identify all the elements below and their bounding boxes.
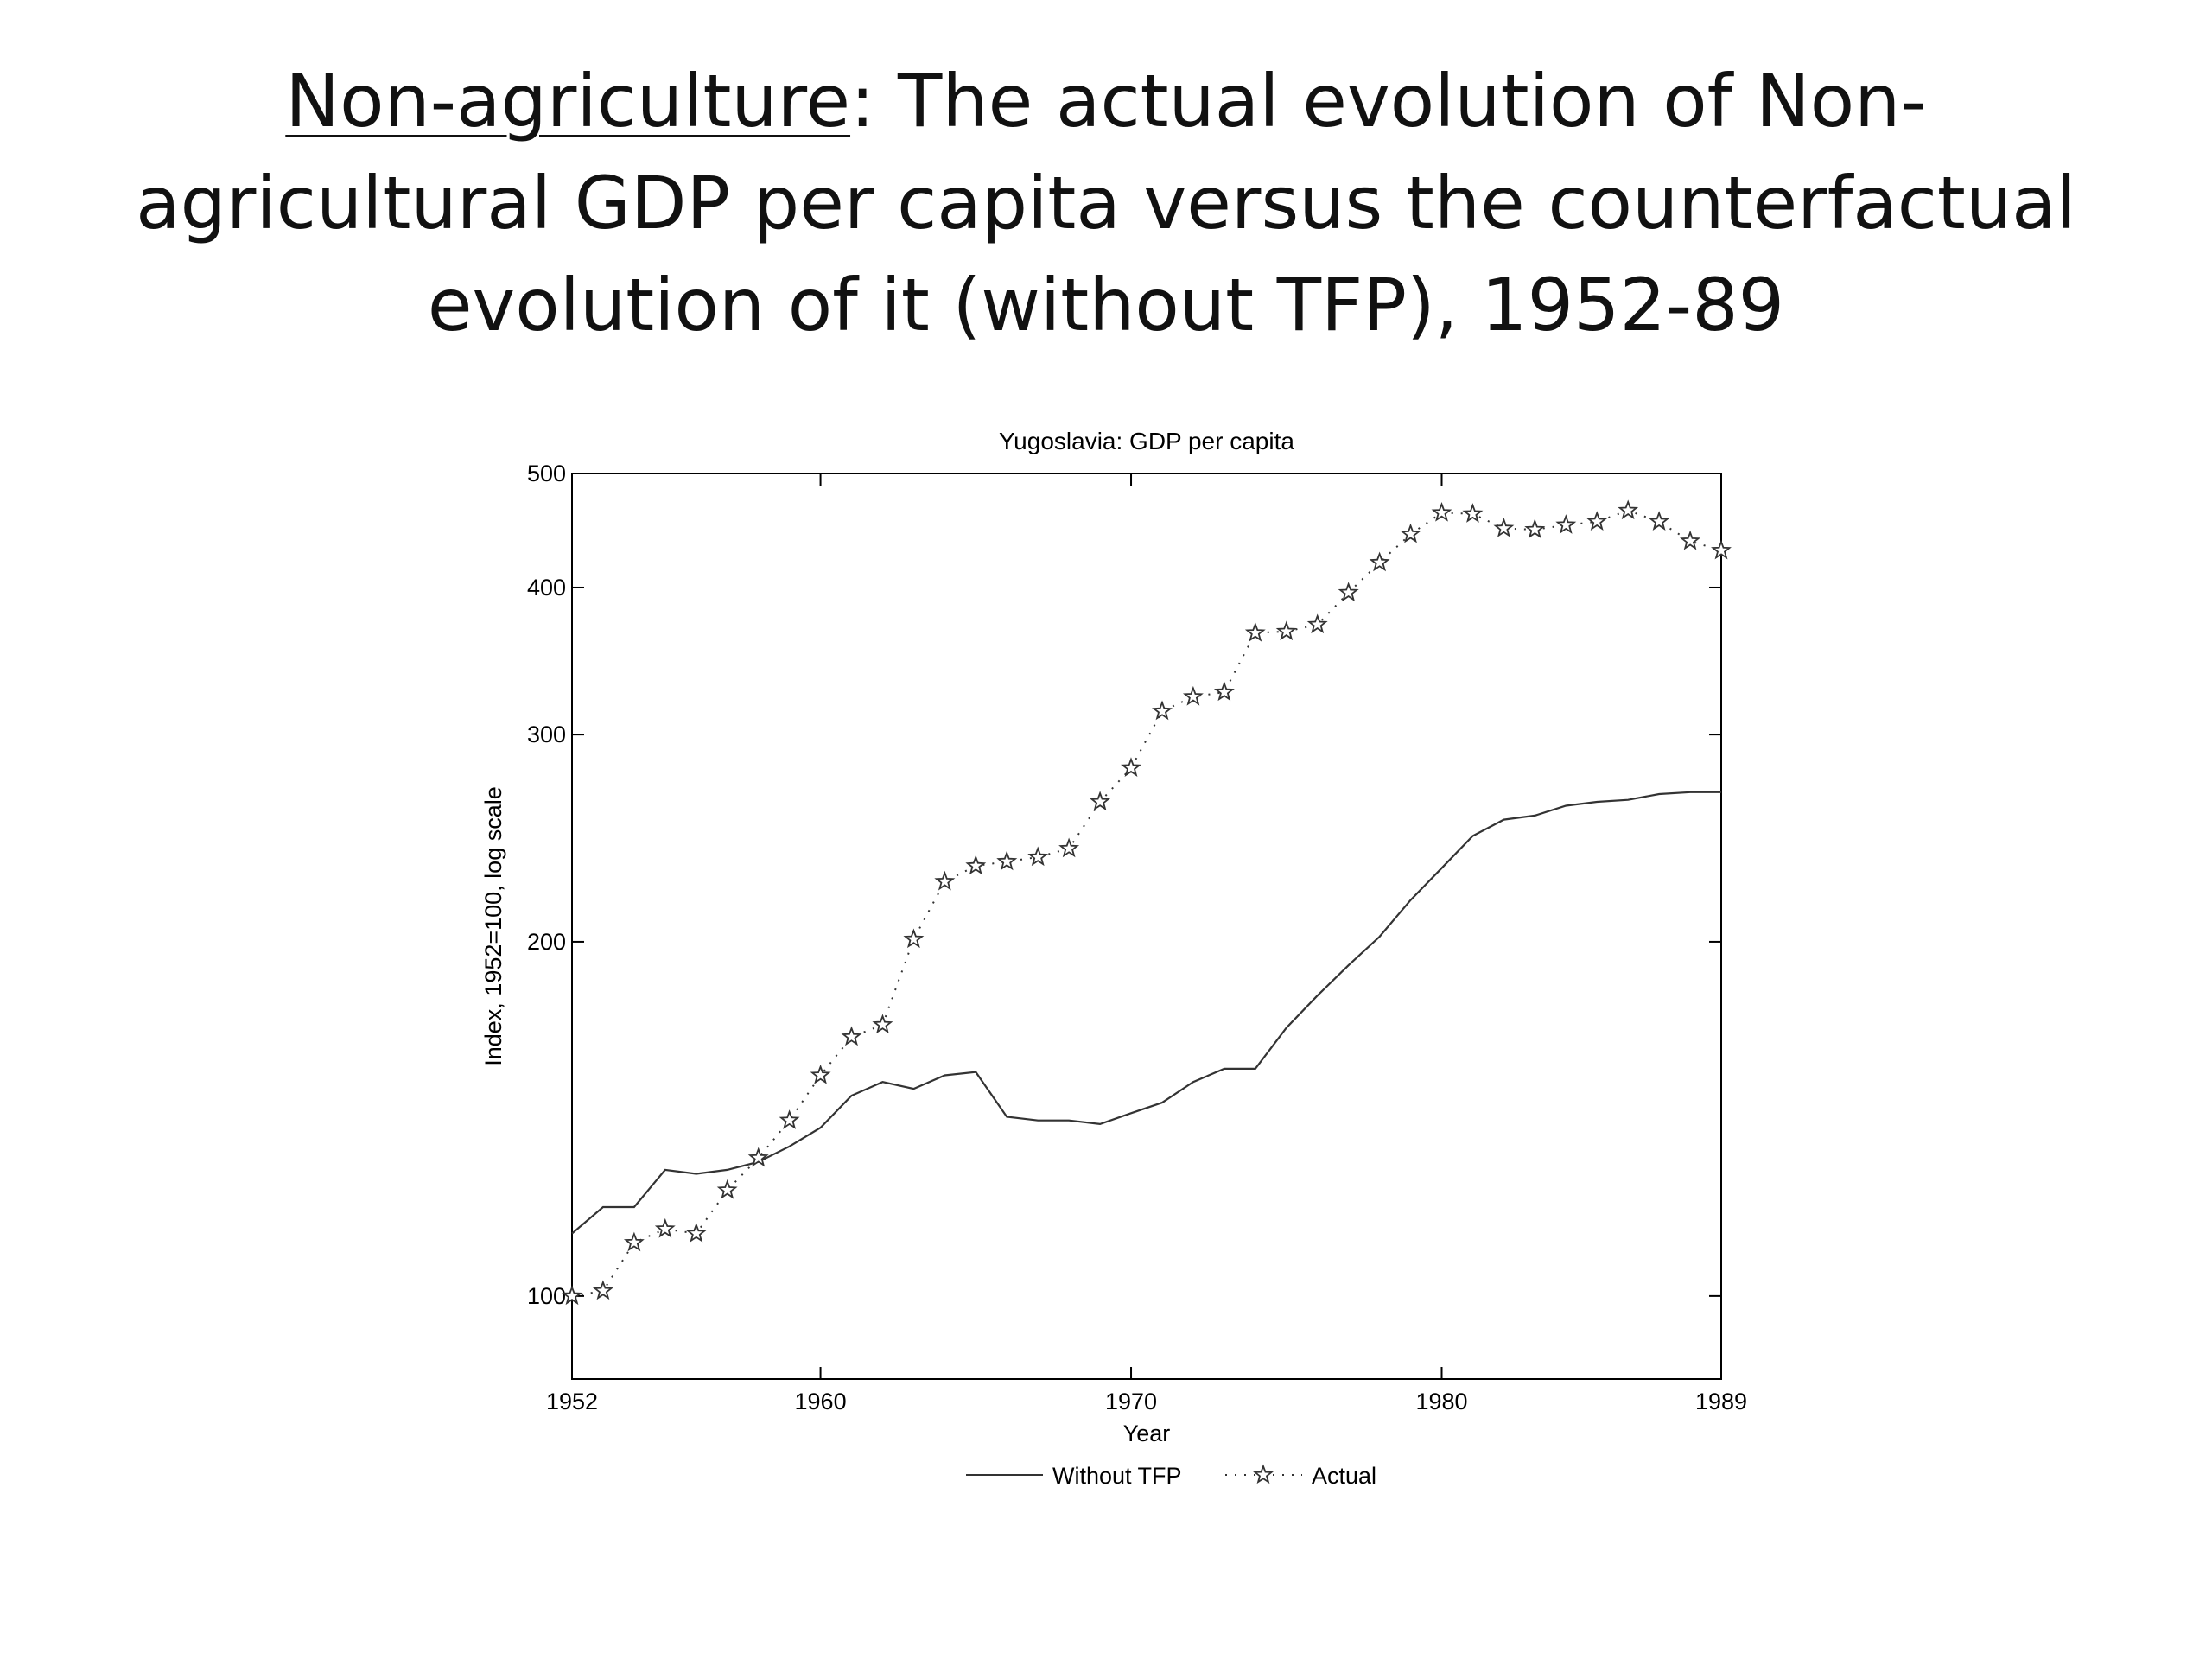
x-tick-label-1952: 1952: [546, 1389, 598, 1414]
point-actual-1987: [1649, 511, 1670, 531]
chart-title: Yugoslavia: GDP per capita: [999, 428, 1294, 454]
y-tick-label-300: 300: [527, 721, 566, 747]
point-actual-1972: [1182, 685, 1204, 706]
point-actual-1975: [1275, 620, 1297, 641]
point-actual-1958: [747, 1147, 769, 1167]
y-tick-label-100: 100: [527, 1283, 566, 1309]
point-actual-1953: [592, 1280, 613, 1300]
point-actual-1959: [779, 1109, 800, 1129]
point-actual-1963: [903, 928, 925, 949]
x-tick-label-1989: 1989: [1695, 1389, 1747, 1414]
point-actual-1971: [1152, 700, 1173, 721]
axis-ticks: 1952 1960 1970 1980 1989 100 200 300 400 500: [527, 461, 1747, 1414]
point-actual-1980: [1431, 501, 1452, 522]
y-tick-label-200: 200: [527, 929, 566, 955]
point-actual-1968: [1058, 837, 1080, 858]
point-actual-1974: [1244, 621, 1266, 642]
legend-label-actual: Actual: [1312, 1463, 1376, 1489]
point-actual-1981: [1462, 503, 1484, 523]
point-actual-1973: [1213, 681, 1235, 702]
point-actual-1985: [1586, 511, 1608, 531]
point-actual-1983: [1524, 518, 1546, 539]
slide-title: Non-agriculture: The actual evolution of…: [104, 50, 2108, 356]
slide-title-rest: : The actual evolution of Non-agricultur…: [136, 59, 2076, 347]
point-actual-1965: [965, 855, 987, 875]
y-axis-label: Index, 1952=100, log scale: [480, 786, 506, 1066]
legend-label-without-tfp: Without TFP: [1052, 1463, 1182, 1489]
point-actual-1977: [1338, 582, 1359, 602]
point-actual-1970: [1121, 757, 1141, 777]
x-tick-label-1980: 1980: [1415, 1389, 1467, 1414]
point-actual-1979: [1400, 523, 1421, 543]
point-actual-1969: [1090, 791, 1111, 811]
point-actual-1982: [1493, 518, 1515, 537]
series-line-without-tfp: [571, 791, 1721, 1235]
point-actual-1962: [872, 1014, 893, 1034]
point-actual-1964: [934, 870, 956, 891]
series-line-actual: [571, 509, 1722, 1297]
point-actual-1984: [1555, 514, 1577, 534]
point-actual-1976: [1306, 613, 1328, 634]
plot-frame: [571, 473, 1722, 1380]
point-actual-1967: [1027, 846, 1049, 867]
slide-title-underlined: Non-agriculture: [285, 59, 851, 143]
x-tick-label-1960: 1960: [795, 1389, 847, 1414]
point-actual-1989: [1711, 539, 1732, 560]
series-layer: [562, 499, 1732, 1306]
point-actual-1955: [654, 1217, 676, 1238]
y-tick-label-500: 500: [527, 461, 566, 486]
legend: Without TFP Actual: [966, 1463, 1376, 1489]
point-actual-1956: [685, 1223, 707, 1243]
point-actual-1957: [716, 1179, 738, 1199]
point-actual-1988: [1680, 530, 1701, 550]
x-axis-label: Year: [1123, 1421, 1171, 1446]
point-actual-1961: [841, 1026, 862, 1046]
point-actual-1954: [623, 1231, 645, 1252]
point-actual-1960: [810, 1064, 831, 1084]
point-actual-1978: [1369, 551, 1390, 572]
point-actual-1986: [1618, 499, 1639, 520]
y-tick-label-400: 400: [527, 575, 566, 601]
point-actual-1952: [562, 1285, 582, 1306]
x-tick-label-1970: 1970: [1105, 1389, 1157, 1414]
legend-star-icon: [1253, 1464, 1274, 1484]
point-actual-1966: [996, 850, 1018, 871]
legend-star-marker: [1253, 1464, 1274, 1484]
